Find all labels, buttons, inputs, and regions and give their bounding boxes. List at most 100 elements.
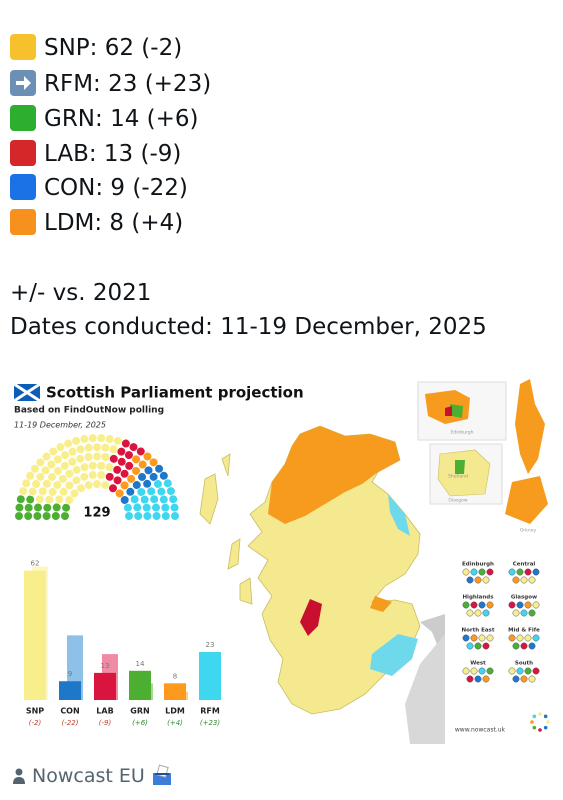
seat bbox=[161, 511, 171, 521]
region-label: Highlands bbox=[462, 595, 494, 601]
seat bbox=[128, 442, 139, 452]
region-seat bbox=[524, 568, 532, 576]
seat bbox=[131, 466, 141, 476]
seat bbox=[84, 480, 94, 490]
change-label: (-22) bbox=[62, 719, 79, 727]
seat bbox=[124, 511, 134, 521]
seat bbox=[153, 479, 163, 489]
seat bbox=[96, 433, 106, 443]
party-line: GRN: 14 (+6) bbox=[10, 104, 199, 134]
seat bbox=[133, 511, 143, 521]
region-seat bbox=[524, 601, 532, 609]
ballot-icon bbox=[152, 764, 171, 785]
seat bbox=[80, 462, 90, 472]
region-seat bbox=[516, 634, 524, 642]
party-square bbox=[10, 34, 36, 60]
bar-value-label: 8 bbox=[173, 672, 177, 680]
seat bbox=[143, 465, 154, 475]
seat bbox=[100, 443, 110, 453]
region-seat bbox=[486, 634, 494, 642]
seat bbox=[96, 461, 106, 471]
seat bbox=[60, 461, 70, 471]
change-label: (+6) bbox=[132, 719, 148, 727]
seat bbox=[79, 472, 89, 482]
logo-dot bbox=[538, 728, 542, 732]
bar bbox=[94, 672, 116, 700]
seat bbox=[124, 450, 134, 460]
seat bbox=[100, 452, 111, 462]
seat bbox=[149, 472, 159, 482]
seat bbox=[60, 511, 70, 521]
seat bbox=[52, 502, 62, 513]
seat bbox=[160, 503, 170, 513]
seat bbox=[48, 446, 58, 457]
region-seat bbox=[486, 667, 494, 675]
seat bbox=[16, 494, 26, 504]
seat bbox=[159, 494, 169, 505]
seat bbox=[138, 459, 148, 470]
seat bbox=[31, 479, 41, 489]
seat bbox=[64, 480, 75, 490]
seat bbox=[154, 464, 164, 474]
region-seat bbox=[478, 634, 486, 642]
region-seat bbox=[474, 642, 482, 650]
seat bbox=[23, 511, 33, 521]
region-seat bbox=[508, 667, 516, 675]
bar-value-label: 62 bbox=[31, 560, 40, 568]
seat bbox=[92, 479, 102, 489]
change-label: (-2) bbox=[29, 719, 42, 727]
seat bbox=[142, 511, 152, 521]
seat bbox=[35, 472, 45, 482]
seat bbox=[63, 438, 73, 449]
seat bbox=[112, 475, 123, 485]
logo-dot bbox=[543, 714, 548, 719]
region-seat bbox=[486, 568, 494, 576]
region-seat bbox=[470, 667, 478, 675]
region-seat bbox=[512, 642, 520, 650]
seat bbox=[54, 494, 64, 504]
seat bbox=[42, 503, 52, 513]
title: Scottish Parliament projection bbox=[46, 384, 304, 402]
seat bbox=[113, 436, 123, 446]
party-label: CON bbox=[60, 707, 79, 716]
party-text: LDM: 8 (+4) bbox=[44, 210, 184, 236]
seat bbox=[14, 511, 24, 521]
seat bbox=[51, 511, 61, 521]
seat bbox=[92, 451, 102, 461]
region-seat bbox=[512, 675, 520, 683]
seat bbox=[123, 503, 133, 513]
region-seat bbox=[482, 675, 490, 683]
seat bbox=[137, 472, 147, 482]
region-seat bbox=[532, 568, 540, 576]
seat bbox=[28, 487, 38, 497]
seat bbox=[14, 502, 25, 513]
seat bbox=[64, 495, 74, 505]
region-seat bbox=[482, 609, 490, 617]
logo-dot bbox=[538, 712, 542, 716]
seat bbox=[132, 480, 142, 490]
region-seat bbox=[524, 634, 532, 642]
seat bbox=[136, 446, 146, 457]
seat bbox=[117, 457, 127, 467]
seat bbox=[32, 511, 43, 521]
england bbox=[405, 634, 445, 744]
region-seat bbox=[462, 568, 470, 576]
dates: Dates conducted: 11-19 December, 2025 bbox=[10, 314, 487, 340]
seat bbox=[55, 442, 66, 452]
region-seat bbox=[520, 642, 528, 650]
seat bbox=[30, 464, 40, 474]
region-seat bbox=[528, 576, 536, 584]
party-square bbox=[10, 174, 36, 200]
region-seat bbox=[466, 609, 474, 617]
region-seat bbox=[478, 601, 486, 609]
author-line[interactable]: Nowcast EU bbox=[12, 764, 173, 787]
region-seat bbox=[482, 642, 490, 650]
seat bbox=[83, 452, 94, 462]
author[interactable]: Nowcast EU bbox=[32, 765, 145, 787]
region-label: North East bbox=[462, 628, 495, 634]
region-label: Mid & Fife bbox=[508, 628, 540, 634]
inset-label: Edinburgh bbox=[451, 430, 474, 436]
seat bbox=[151, 502, 161, 513]
seat bbox=[116, 447, 126, 457]
